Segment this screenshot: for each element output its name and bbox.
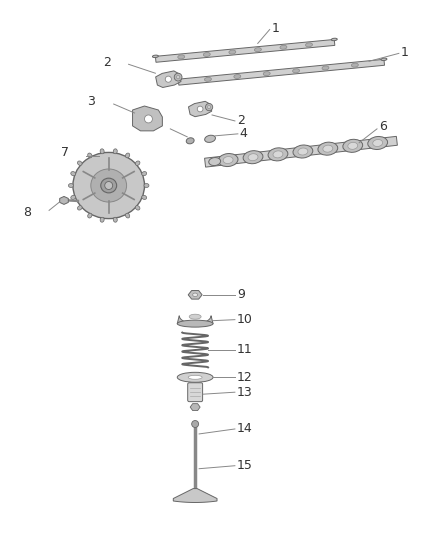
Ellipse shape	[293, 69, 300, 73]
Ellipse shape	[293, 145, 313, 158]
Ellipse shape	[78, 206, 82, 210]
Ellipse shape	[135, 161, 140, 165]
Ellipse shape	[280, 45, 287, 49]
Circle shape	[208, 106, 211, 109]
Circle shape	[145, 115, 152, 123]
Circle shape	[205, 103, 213, 111]
Ellipse shape	[254, 47, 261, 52]
Text: 12: 12	[237, 371, 253, 384]
Polygon shape	[177, 316, 213, 324]
Ellipse shape	[203, 52, 210, 56]
Ellipse shape	[223, 157, 233, 164]
Polygon shape	[173, 489, 217, 503]
Ellipse shape	[306, 43, 312, 47]
Ellipse shape	[189, 314, 201, 319]
Text: 2: 2	[103, 56, 111, 69]
Ellipse shape	[205, 77, 212, 82]
Ellipse shape	[91, 169, 127, 202]
Ellipse shape	[178, 55, 185, 59]
Ellipse shape	[71, 172, 76, 176]
Text: 5: 5	[142, 119, 150, 132]
Ellipse shape	[381, 58, 387, 61]
Ellipse shape	[234, 75, 241, 78]
Ellipse shape	[113, 149, 117, 154]
Ellipse shape	[318, 142, 338, 155]
Circle shape	[105, 182, 113, 190]
Polygon shape	[60, 197, 68, 204]
Ellipse shape	[186, 138, 194, 144]
Text: 8: 8	[23, 206, 31, 219]
Ellipse shape	[263, 71, 270, 76]
Ellipse shape	[88, 213, 92, 218]
Polygon shape	[205, 136, 397, 167]
Text: 7: 7	[61, 146, 69, 159]
Circle shape	[197, 106, 203, 112]
Ellipse shape	[193, 293, 198, 296]
Ellipse shape	[125, 153, 130, 158]
Text: 9: 9	[237, 288, 245, 301]
Ellipse shape	[144, 183, 149, 188]
Ellipse shape	[298, 148, 308, 155]
Text: 15: 15	[237, 459, 253, 472]
Ellipse shape	[113, 217, 117, 222]
Ellipse shape	[73, 152, 145, 219]
Ellipse shape	[68, 183, 74, 188]
Circle shape	[174, 73, 182, 81]
Ellipse shape	[100, 149, 104, 154]
Ellipse shape	[135, 206, 140, 210]
Ellipse shape	[229, 50, 236, 54]
Ellipse shape	[71, 196, 76, 199]
Polygon shape	[188, 101, 212, 117]
Text: 3: 3	[87, 94, 95, 108]
Polygon shape	[178, 59, 385, 85]
Polygon shape	[155, 71, 181, 87]
Ellipse shape	[125, 213, 130, 218]
Text: 4: 4	[240, 127, 248, 140]
Ellipse shape	[142, 172, 147, 176]
Ellipse shape	[152, 55, 159, 58]
Ellipse shape	[322, 66, 329, 70]
Ellipse shape	[351, 63, 358, 67]
Text: 11: 11	[237, 343, 253, 357]
Ellipse shape	[331, 38, 337, 41]
Ellipse shape	[142, 196, 147, 199]
Polygon shape	[188, 290, 202, 299]
Polygon shape	[133, 106, 162, 131]
Text: 1: 1	[272, 22, 279, 35]
Text: 2: 2	[237, 115, 245, 127]
Ellipse shape	[218, 154, 238, 166]
Polygon shape	[155, 39, 335, 62]
Text: 6: 6	[379, 120, 387, 133]
Ellipse shape	[209, 158, 221, 166]
Ellipse shape	[205, 135, 215, 142]
Ellipse shape	[177, 320, 213, 327]
Ellipse shape	[343, 139, 363, 152]
Ellipse shape	[101, 178, 117, 193]
Polygon shape	[190, 403, 200, 410]
Ellipse shape	[368, 136, 388, 149]
Ellipse shape	[268, 148, 288, 161]
Text: 14: 14	[237, 423, 253, 435]
Ellipse shape	[273, 151, 283, 158]
Ellipse shape	[188, 375, 202, 379]
Text: 13: 13	[237, 386, 253, 399]
Ellipse shape	[78, 161, 82, 165]
Ellipse shape	[88, 153, 92, 158]
Ellipse shape	[348, 142, 358, 149]
Circle shape	[192, 421, 198, 427]
Circle shape	[177, 76, 180, 79]
Circle shape	[165, 76, 171, 82]
Ellipse shape	[177, 373, 213, 382]
Ellipse shape	[323, 145, 333, 152]
Ellipse shape	[175, 78, 181, 80]
Ellipse shape	[373, 140, 383, 147]
Ellipse shape	[100, 217, 104, 222]
Ellipse shape	[248, 154, 258, 160]
Text: 1: 1	[401, 46, 409, 59]
Text: 10: 10	[237, 313, 253, 326]
FancyBboxPatch shape	[188, 383, 203, 402]
Ellipse shape	[243, 151, 263, 164]
